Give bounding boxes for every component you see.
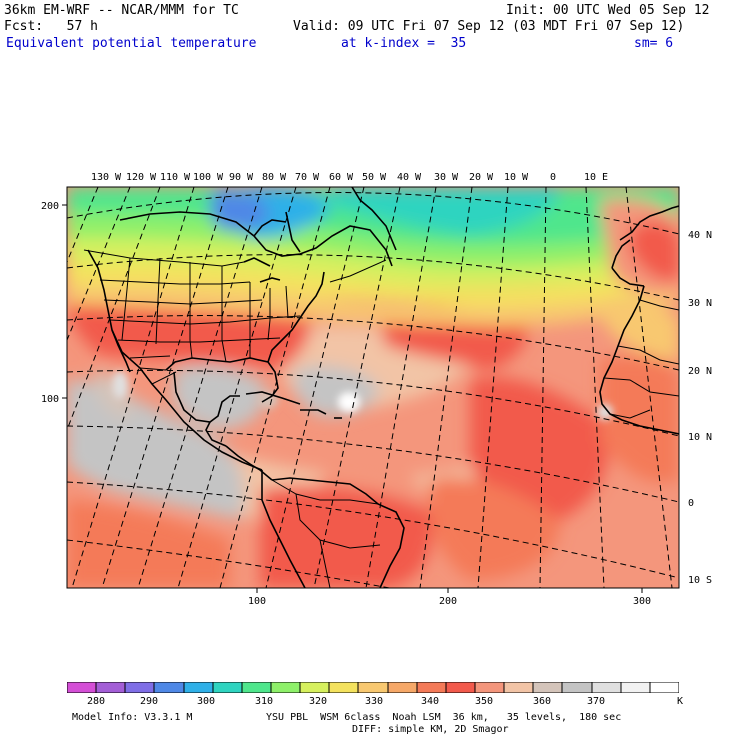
colorbar-swatch — [183, 682, 213, 693]
forecast-hour: Fcst: 57 h — [4, 19, 98, 34]
lon-label: 110 W — [160, 172, 191, 183]
grid-index-label: 300 — [633, 596, 651, 607]
colorbar-label: 330 — [364, 696, 384, 707]
grid-index-label: 200 — [439, 596, 457, 607]
lat-label: 30 N — [688, 298, 712, 309]
lat-label: 0 — [688, 498, 694, 509]
lon-label: 70 W — [295, 172, 320, 183]
colorbar-label: 350 — [474, 696, 494, 707]
colorbar-label: 310 — [254, 696, 274, 707]
lat-label: 40 N — [688, 230, 712, 241]
physics-info: YSU PBL WSM 6class Noah LSM 36 km, 35 le… — [266, 712, 622, 723]
colorbar-swatch — [96, 682, 126, 693]
colorbar-label: 360 — [532, 696, 552, 707]
lat-label: 10 S — [688, 575, 712, 586]
lon-label: 120 W — [126, 172, 157, 183]
colorbar-swatch — [358, 682, 388, 693]
lon-label: 20 W — [469, 172, 494, 183]
colorbar-swatch — [387, 682, 417, 693]
colorbar-swatch — [154, 682, 184, 693]
theta-e-field — [67, 187, 679, 588]
colorbar-swatch — [649, 682, 679, 693]
colorbar-label: 370 — [586, 696, 606, 707]
colorbar-swatch — [212, 682, 242, 693]
colorbar-label: 290 — [139, 696, 159, 707]
valid-time: Valid: 09 UTC Fri 07 Sep 12 (03 MDT Fri … — [293, 19, 685, 34]
colorbar-label: 280 — [86, 696, 106, 707]
colorbar-label: 320 — [308, 696, 328, 707]
colorbar-swatch — [329, 682, 359, 693]
grid-index-label: 100 — [248, 596, 266, 607]
colorbar-swatch — [271, 682, 301, 693]
lat-label: 20 N — [688, 366, 712, 377]
field-name: Equivalent potential temperature — [6, 36, 257, 51]
lat-label: 10 N — [688, 432, 712, 443]
model-title: 36km EM-WRF -- NCAR/MMM for TC — [4, 3, 239, 18]
map-frame — [66, 186, 680, 589]
colorbar-swatch — [300, 682, 330, 693]
political-borders — [83, 249, 679, 588]
lon-label: 10 W — [504, 172, 529, 183]
colorbar-swatch — [591, 682, 621, 693]
lon-label: 80 W — [262, 172, 287, 183]
lon-label: 100 W — [193, 172, 224, 183]
colorbar-swatch — [125, 682, 155, 693]
colorbar-swatch — [562, 682, 592, 693]
lon-label: 10 E — [584, 172, 608, 183]
colorbar-swatch — [475, 682, 505, 693]
colorbar-swatch — [533, 682, 563, 693]
lon-label: 0 — [550, 172, 556, 183]
smoothing-info: sm= 6 — [634, 36, 674, 51]
lon-label: 30 W — [434, 172, 459, 183]
lon-label: 90 W — [229, 172, 254, 183]
colorbar-label: 340 — [420, 696, 440, 707]
colorbar-swatch — [67, 682, 97, 693]
physics-info-2: DIFF: simple KM, 2D Smagor — [352, 724, 509, 735]
colorbar-swatch — [620, 682, 650, 693]
lon-label: 130 W — [91, 172, 122, 183]
colorbar-label: 300 — [196, 696, 216, 707]
lon-label: 50 W — [362, 172, 387, 183]
lon-label: 40 W — [397, 172, 422, 183]
model-info: Model Info: V3.3.1 M — [72, 712, 193, 723]
colorbar-swatch — [241, 682, 271, 693]
grid-index-label: 200 — [41, 201, 59, 212]
colorbar-unit: K — [676, 696, 684, 707]
graticule — [67, 187, 679, 588]
colorbar-swatch — [416, 682, 446, 693]
colorbar-swatch — [504, 682, 534, 693]
colorbar-swatch — [445, 682, 475, 693]
lon-label: 60 W — [329, 172, 354, 183]
level-info: at k-index = 35 — [341, 36, 467, 51]
init-time: Init: 00 UTC Wed 05 Sep 12 — [506, 3, 710, 18]
grid-index-label: 100 — [41, 394, 59, 405]
